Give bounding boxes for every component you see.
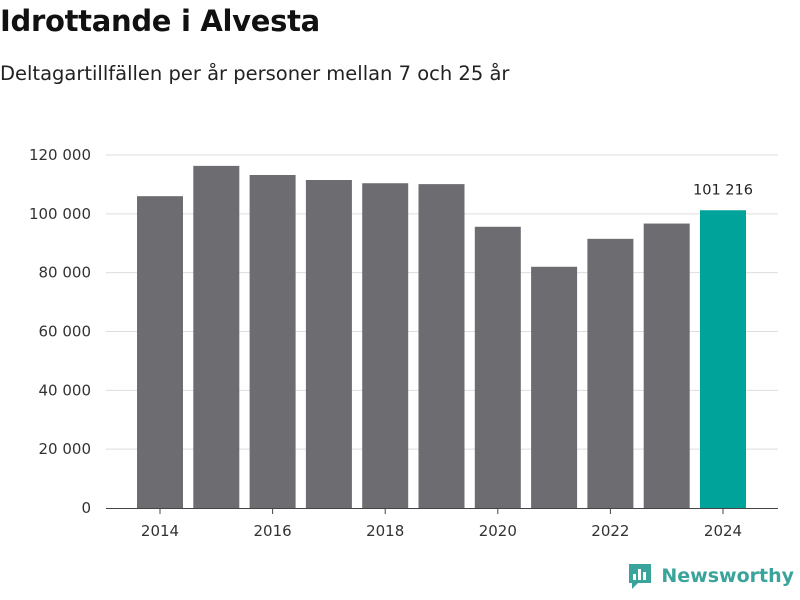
data-label: 101 216 xyxy=(693,182,753,198)
y-tick-label: 40 000 xyxy=(39,381,92,399)
x-tick-label: 2016 xyxy=(254,522,292,540)
bar-2023 xyxy=(643,223,690,508)
x-tick-label: 2014 xyxy=(141,522,179,540)
y-tick-label: 60 000 xyxy=(39,323,92,341)
chart-title: Idrottande i Alvesta xyxy=(0,4,320,38)
x-tick-label: 2022 xyxy=(591,522,629,540)
bar-2018 xyxy=(362,183,409,509)
bar-2016 xyxy=(249,175,296,508)
y-tick-label: 80 000 xyxy=(39,264,92,282)
x-tick-label: 2018 xyxy=(366,522,404,540)
bar-2014 xyxy=(137,196,183,508)
bar-2019 xyxy=(418,184,465,508)
bar-2020 xyxy=(474,226,521,508)
x-tick-label: 2020 xyxy=(479,522,517,540)
y-tick-label: 120 000 xyxy=(29,146,91,164)
x-tick-label: 2024 xyxy=(704,522,742,540)
y-tick-label: 0 xyxy=(81,499,91,517)
brand-name: Newsworthy xyxy=(661,565,794,587)
brand-logo: Newsworthy xyxy=(627,562,794,590)
newsworthy-logo-icon xyxy=(629,564,652,589)
bar-2015 xyxy=(193,165,240,509)
chart-subtitle: Deltagartillfällen per år personer mella… xyxy=(0,62,510,85)
bar-2022 xyxy=(587,238,634,508)
bar-2024 xyxy=(700,210,746,508)
bar-2017 xyxy=(305,180,352,509)
y-tick-label: 20 000 xyxy=(39,440,92,458)
bar-2021 xyxy=(531,266,578,508)
y-tick-label: 100 000 xyxy=(29,205,91,223)
